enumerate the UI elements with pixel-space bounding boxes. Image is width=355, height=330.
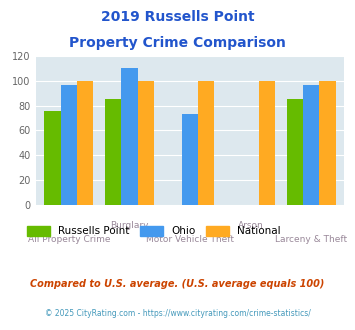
Bar (121, 68, 137, 205)
Legend: Russells Point, Ohio, National: Russells Point, Ohio, National (23, 221, 285, 241)
Bar (137, 81, 154, 205)
Bar (105, 99, 121, 205)
Bar (77, 81, 93, 205)
Text: All Property Crime: All Property Crime (28, 235, 110, 244)
Bar (303, 84, 319, 205)
Text: Motor Vehicle Theft: Motor Vehicle Theft (146, 235, 234, 244)
Bar (61, 84, 77, 205)
Bar (198, 81, 214, 205)
Text: Larceny & Theft: Larceny & Theft (275, 235, 347, 244)
Text: 2019 Russells Point: 2019 Russells Point (101, 10, 254, 24)
Bar (44, 111, 61, 205)
Bar (319, 81, 335, 205)
Text: Burglary: Burglary (110, 221, 149, 230)
Bar (286, 99, 303, 205)
Bar (259, 81, 275, 205)
Text: Compared to U.S. average. (U.S. average equals 100): Compared to U.S. average. (U.S. average … (30, 279, 325, 289)
Text: Property Crime Comparison: Property Crime Comparison (69, 36, 286, 50)
Text: © 2025 CityRating.com - https://www.cityrating.com/crime-statistics/: © 2025 CityRating.com - https://www.city… (45, 309, 310, 317)
Text: Arson: Arson (237, 221, 263, 230)
Bar (182, 114, 198, 205)
